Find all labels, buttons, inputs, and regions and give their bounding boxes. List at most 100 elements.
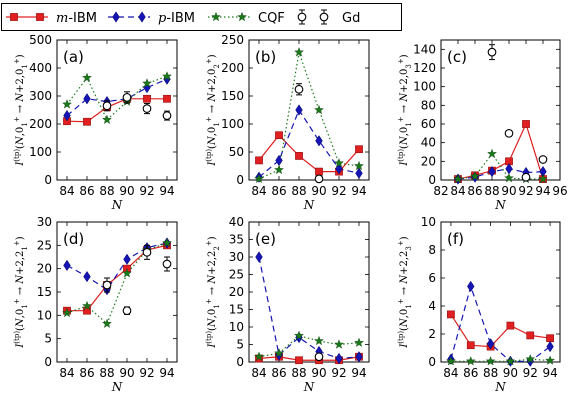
x-axis-label: N [111, 380, 123, 394]
y-tick-label: 40 [421, 136, 436, 150]
cqf-point [122, 268, 132, 278]
y-tick-label: 15 [229, 303, 244, 317]
legend-label-suffix: -IBM [68, 11, 97, 26]
mibm-series-line [258, 134, 360, 173]
pibm-point [467, 280, 475, 293]
y-axis-label: I(tp)(N,01+ → N+2,23+) [397, 236, 413, 348]
y-tick-label: 0 [428, 355, 436, 369]
panel-e: 84 86 88 90 92 940510152025303540NI(tp)(N,01+… [205, 215, 370, 394]
y-tick-label: 30 [229, 250, 244, 264]
y-axis-label-part: + [13, 58, 21, 64]
x-tick-label: 94 [542, 366, 557, 380]
y-axis-label-part: N [15, 135, 26, 146]
y-axis-label-part: ) [207, 54, 218, 58]
legend-marker [112, 11, 120, 23]
x-tick-label: 86 [467, 184, 482, 198]
y-tick-label: 500 [29, 33, 52, 47]
legend-label: Gd [342, 11, 360, 26]
y-axis-label-part: + [205, 298, 213, 304]
gd-point [294, 84, 304, 94]
x-tick-label: 94 [159, 184, 174, 198]
y-axis-label-part: N [207, 135, 218, 146]
y-axis-label-part: N [15, 317, 26, 328]
y-tick-label: 50 [229, 145, 244, 159]
pibm-series-line [258, 256, 360, 360]
y-tick-label: 80 [421, 98, 436, 112]
x-tick-label: 90 [311, 366, 326, 380]
cqf-point [354, 160, 364, 171]
y-axis-label-part: + [13, 240, 21, 246]
pibm-point [63, 259, 71, 272]
y-axis-label-part: (tp) [13, 149, 21, 162]
chart-panels: 84 86 88 90 92 940100200300400500NI(tp)(N,01+… [13, 33, 568, 394]
y-axis-label-part: ) [15, 236, 26, 240]
x-tick-label: 84 [443, 366, 458, 380]
y-axis-label-part: N [399, 317, 410, 328]
cqf-point [62, 307, 72, 318]
y-tick-label: 20 [229, 285, 244, 299]
y-axis-label-part: N [207, 317, 218, 328]
x-tick-label: 96 [552, 184, 567, 198]
gd-point [142, 104, 152, 113]
x-tick-label: 84 [251, 184, 266, 198]
legend-item: CQF [208, 11, 285, 26]
y-axis-label-part: + [205, 58, 213, 64]
x-tick-label: 82 [433, 184, 448, 198]
y-axis-label-part: 1 [405, 304, 413, 308]
mibm-point [83, 306, 91, 315]
y-axis-label-part: + [397, 240, 405, 246]
mibm-point [447, 310, 455, 319]
y-axis-label-part: I [15, 343, 26, 349]
y-tick-label: 25 [229, 268, 244, 282]
y-tick-label: 300 [29, 89, 52, 103]
panel-label: (d) [63, 230, 84, 248]
mibm-point [295, 356, 303, 365]
cqf-series-line [66, 242, 168, 325]
x-axis-label: N [111, 198, 123, 212]
y-tick-label: 5 [44, 332, 52, 346]
mibm-point [466, 341, 475, 350]
y-tick-label: 40 [229, 215, 244, 229]
marker-layer [453, 44, 548, 185]
legend-marker [237, 11, 247, 22]
y-axis-label-part: N [207, 92, 218, 103]
marker-layer [62, 237, 172, 328]
y-axis-label-part: + [397, 116, 405, 122]
gd-point [538, 155, 548, 164]
y-axis-label-part: +2,2 [207, 251, 218, 275]
cqf-point [470, 171, 480, 181]
y-axis-label-part: ,0 [399, 127, 410, 137]
cqf-point [102, 114, 112, 124]
cqf-point [314, 104, 324, 115]
cqf-point [504, 172, 514, 183]
y-axis-label-part: 1 [21, 122, 29, 126]
y-axis-label-part: N [15, 274, 26, 285]
y-axis-label-part: ( [207, 327, 218, 331]
x-axis-label: N [303, 198, 315, 212]
mibm-point [295, 152, 303, 160]
y-tick-label: 8 [428, 243, 436, 257]
y-axis-label-part: → [399, 102, 410, 117]
pibm-point [335, 352, 343, 365]
x-tick-label: 92 [518, 184, 533, 198]
legend-label-suffix: Gd [342, 11, 360, 26]
panel-label: (f) [447, 230, 464, 248]
y-axis-label-part: +2,0 [207, 69, 218, 93]
y-tick-label: 15 [37, 285, 52, 299]
cqf-series-line [66, 75, 168, 121]
cqf-point [254, 351, 264, 361]
cqf-point [334, 158, 344, 168]
y-axis-label-part: ) [399, 54, 410, 58]
y-axis-label-part: 1 [21, 304, 29, 308]
mibm-point [522, 120, 530, 128]
y-axis-label-part: (tp) [205, 331, 213, 344]
y-tick-label: 250 [221, 33, 244, 47]
y-tick-label: 0 [428, 173, 436, 187]
pibm-point [83, 93, 91, 105]
pibm-point [486, 338, 495, 350]
x-tick-label: 90 [311, 184, 326, 198]
x-tick-label: 84 [59, 366, 74, 380]
panel-label: (a) [63, 48, 84, 66]
